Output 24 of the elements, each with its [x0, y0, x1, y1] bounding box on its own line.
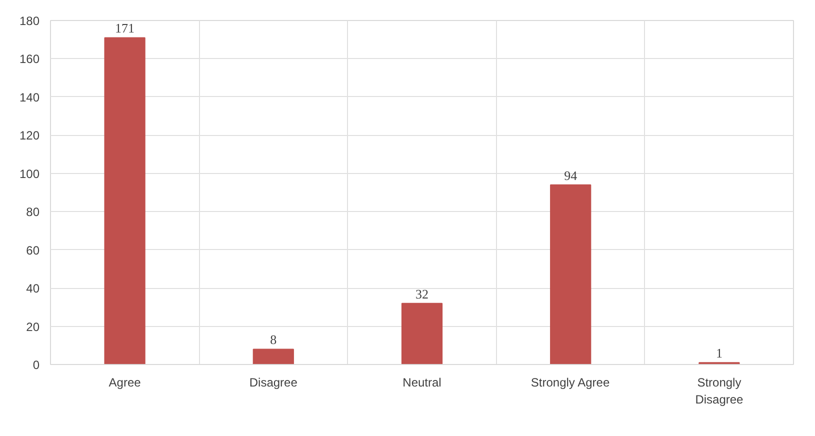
y-tick-label: 180 [19, 14, 40, 28]
y-tick-label: 80 [26, 205, 40, 220]
bar [550, 184, 592, 364]
x-tick-label: Neutral [402, 376, 442, 390]
bar [401, 302, 443, 364]
x-tick-label: Agree [108, 376, 142, 390]
data-label: 8 [270, 332, 277, 348]
x-tick-label: Strongly Disagree [695, 376, 744, 406]
data-label: 32 [416, 286, 428, 302]
y-tick-label: 20 [26, 320, 40, 334]
y-tick-label: 60 [26, 243, 40, 258]
x-tick-label: Disagree [249, 376, 298, 390]
data-label: 171 [115, 20, 135, 36]
x-tick-label: Strongly Agree [530, 376, 610, 390]
y-tick-label: 40 [26, 282, 40, 296]
y-tick-label: 0 [32, 358, 40, 372]
y-tick-label: 120 [19, 128, 40, 143]
y-tick-label: 100 [19, 166, 40, 181]
y-tick-label: 160 [19, 52, 40, 66]
bar [252, 348, 294, 364]
y-tick-label: 140 [19, 90, 40, 104]
data-label: 1 [716, 346, 722, 361]
data-label: 94 [564, 168, 578, 183]
bar [104, 37, 146, 364]
